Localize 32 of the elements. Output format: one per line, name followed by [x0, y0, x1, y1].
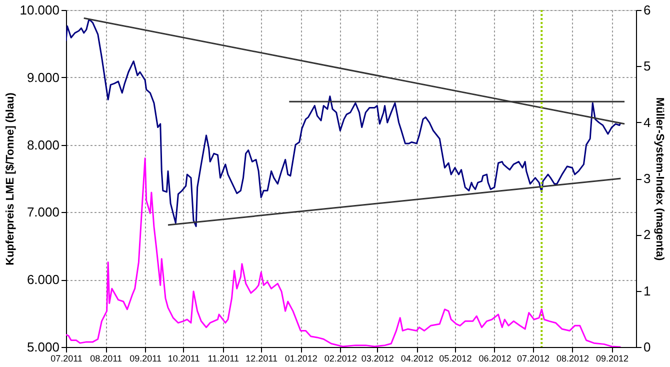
y2-tick-label: 4 [644, 114, 651, 130]
x-tick-label: 10.2011 [168, 354, 200, 364]
y-tick-label: 6.000 [26, 272, 60, 288]
y2-tick-label: 3 [644, 171, 651, 186]
y-tick-label: 8.000 [26, 137, 60, 152]
y2-axis-title: Müller-System-Index (magenta) [654, 97, 666, 261]
x-tick-label: 08.2011 [90, 354, 122, 364]
y-tick-label: 9.000 [26, 70, 60, 85]
x-tick-label: 11.2011 [208, 354, 239, 364]
line-series [66, 158, 622, 347]
y-axis-title: Kupferpreis LME [$/Tonne] (blau) [4, 92, 17, 266]
x-tick-label: 07.2011 [50, 354, 82, 364]
x-tick-label: 05.2012 [439, 354, 472, 364]
line-series [66, 18, 622, 228]
y-tick-label: 10.000 [20, 2, 60, 18]
x-tick-label: 03.2012 [361, 354, 394, 364]
y2-tick-label: 6 [644, 2, 651, 18]
x-tick-label: 02.2012 [324, 354, 357, 364]
y-tick-label: 5.000 [26, 340, 60, 354]
y2-tick-label: 1 [644, 283, 651, 298]
x-tick-label: 09.2012 [596, 354, 629, 364]
x-tick-label: 08.2012 [556, 354, 590, 364]
y2-tick-label: 5 [644, 58, 651, 74]
x-tick-label: 04.2012 [400, 354, 434, 364]
x-tick-label: 06.2012 [478, 354, 512, 364]
y2-tick-label: 0 [644, 340, 651, 354]
y2-tick-label: 2 [644, 227, 651, 242]
x-tick-label: 01.2012 [284, 354, 318, 364]
x-tick-label: 12.2011 [246, 354, 278, 364]
x-tick-label: 09.2011 [130, 354, 162, 364]
y-tick-label: 7.000 [26, 204, 60, 220]
x-tick-label: 07.2012 [516, 354, 550, 364]
